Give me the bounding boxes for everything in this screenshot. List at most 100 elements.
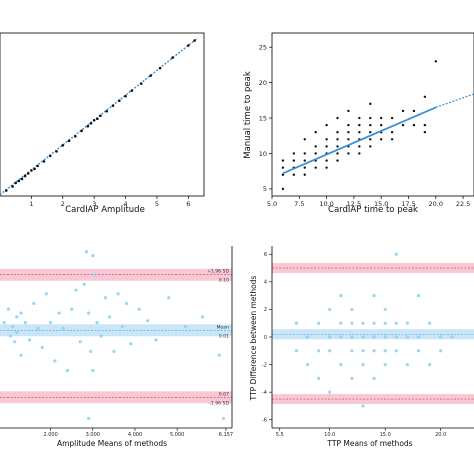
data-point — [44, 292, 49, 296]
lower-band — [272, 394, 474, 405]
data-point — [292, 173, 296, 176]
data-point — [281, 173, 285, 176]
data-point — [361, 349, 365, 353]
data-point — [314, 145, 317, 148]
scatter-amplitude: 1 2 3 4 5 6 CardIAP Amplitude — [0, 32, 205, 215]
data-point — [372, 349, 376, 353]
data-point — [361, 335, 365, 339]
data-point — [120, 324, 124, 329]
data-point — [405, 362, 410, 367]
data-point — [358, 116, 361, 120]
data-point — [339, 321, 343, 325]
x-tick-label: 3 — [92, 200, 96, 208]
data-point — [317, 349, 321, 353]
data-point — [358, 123, 361, 127]
data-point — [394, 349, 398, 353]
data-point — [221, 416, 226, 421]
data-point — [146, 319, 150, 323]
data-point — [91, 368, 95, 373]
data-point — [154, 338, 158, 342]
data-point — [74, 135, 77, 138]
data-point — [86, 311, 91, 315]
data-point — [67, 139, 71, 143]
data-point — [33, 167, 36, 171]
data-point — [111, 104, 115, 108]
x-tick-label: 12.5 — [347, 200, 361, 208]
data-point — [405, 321, 410, 325]
data-point — [116, 292, 120, 296]
x-tick-label: 10.0 — [324, 432, 335, 438]
data-point — [336, 152, 339, 155]
bland-altman-ttp: 5.5 10.0 15.0 20.0 6 4 2 0 -2 -4 -6 TTP Means of me… — [249, 246, 474, 448]
data-point — [428, 321, 432, 325]
data-point — [423, 131, 427, 134]
data-point — [314, 152, 317, 155]
data-point — [336, 145, 339, 148]
data-point — [281, 166, 285, 169]
regression-line — [282, 106, 437, 175]
lower-limit-label: -1.96 SD — [209, 400, 229, 406]
data-point — [19, 353, 23, 357]
data-point — [167, 296, 171, 300]
data-point — [26, 172, 30, 175]
data-point — [171, 56, 174, 59]
x-tick-label: 15.0 — [374, 200, 388, 208]
bland-altman-amplitude: 2.000 3.000 4.000 5.000 6.157 +1.96 SD 0.10 Mea… — [0, 246, 233, 448]
data-point — [401, 109, 405, 113]
upper-band — [272, 263, 474, 274]
x-tick-label: 6.157 — [219, 432, 233, 438]
scatter-time-to-peak: 5.0 7.5 10.0 12.5 15.0 17.5 20.0 22.5 5 10 15 20 25 C… — [243, 32, 474, 215]
data-point — [27, 338, 32, 342]
data-point — [347, 152, 350, 155]
data-point — [105, 109, 109, 113]
data-point — [32, 301, 36, 306]
data-point — [13, 340, 17, 344]
y-tick-label: 20 — [259, 79, 267, 87]
data-point — [358, 152, 361, 155]
data-point — [416, 349, 421, 353]
data-point — [89, 121, 93, 125]
data-point — [61, 326, 65, 330]
data-point — [6, 307, 11, 311]
x-tick-label: 15.0 — [380, 432, 391, 438]
data-point — [92, 118, 96, 122]
data-point — [11, 185, 14, 188]
x-axis-label: CardIAP Amplitude — [65, 205, 145, 215]
data-point — [20, 177, 24, 181]
data-point — [281, 187, 285, 191]
data-point — [423, 95, 427, 98]
data-point — [217, 353, 221, 357]
x-tick-label: 6 — [186, 200, 190, 208]
data-point — [15, 330, 19, 334]
data-point — [187, 44, 190, 47]
data-point — [339, 294, 343, 298]
data-point — [15, 315, 19, 319]
data-point — [314, 131, 317, 134]
x-tick-label: 17.5 — [401, 200, 415, 208]
data-point — [99, 334, 103, 338]
data-point — [303, 166, 306, 169]
data-point — [325, 123, 328, 127]
data-point — [390, 138, 394, 141]
data-point — [390, 131, 394, 134]
data-point — [361, 404, 365, 408]
data-point — [439, 349, 443, 353]
y-tick-label: -6 — [262, 418, 267, 424]
data-point — [434, 60, 437, 63]
data-point — [412, 109, 416, 113]
data-point — [350, 307, 354, 312]
x-tick-label: 20.0 — [435, 432, 446, 438]
x-tick-label: 1 — [29, 200, 33, 208]
x-tick-label: 5 — [155, 200, 159, 208]
data-point — [379, 116, 383, 120]
y-tick-label: -2 — [262, 362, 267, 368]
data-point — [4, 189, 8, 192]
data-point — [428, 362, 432, 367]
data-point — [405, 335, 410, 339]
data-point — [139, 82, 143, 85]
mean-band — [272, 329, 474, 340]
data-point — [82, 282, 86, 286]
data-point — [8, 334, 13, 338]
data-point — [423, 123, 427, 127]
